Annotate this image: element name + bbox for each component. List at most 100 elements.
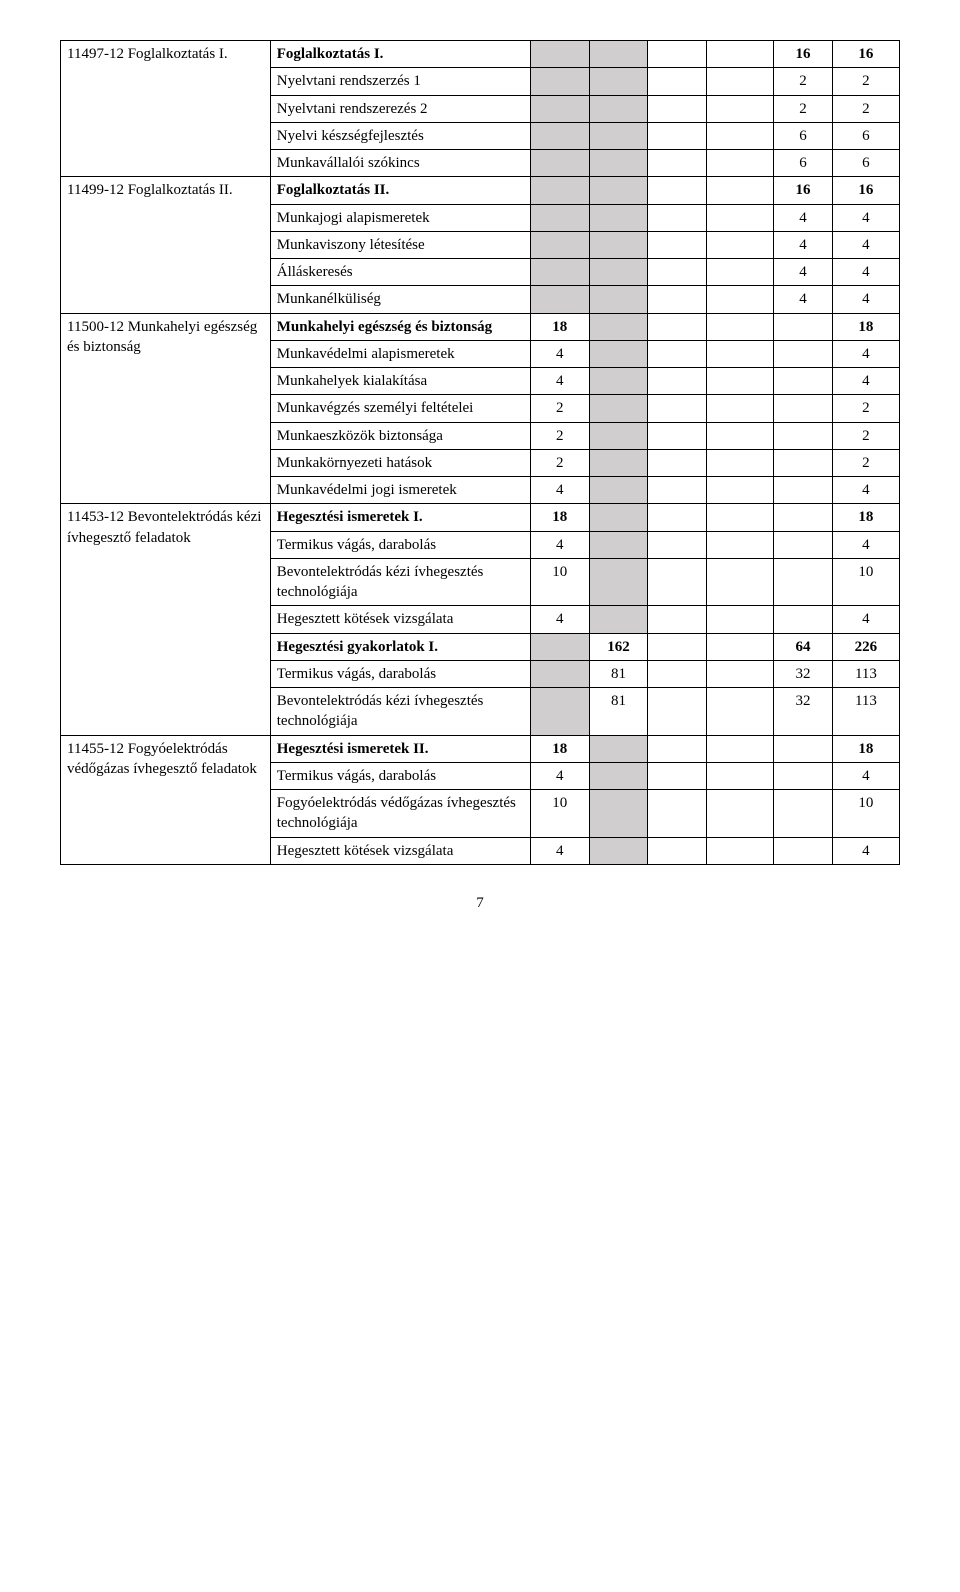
cell (707, 41, 774, 68)
cell (589, 790, 648, 838)
table-row: 11500-12 Munkahelyi egészség és biztonsá… (61, 313, 900, 340)
cell (774, 449, 833, 476)
cell (530, 688, 589, 736)
cell: 113 (832, 688, 899, 736)
cell: 4 (832, 837, 899, 864)
row-label: Termikus vágás, darabolás (270, 531, 530, 558)
cell (589, 68, 648, 95)
cell (707, 231, 774, 258)
cell (707, 837, 774, 864)
cell: 4 (832, 762, 899, 789)
cell: 16 (774, 41, 833, 68)
cell: 4 (832, 231, 899, 258)
cell: 4 (832, 340, 899, 367)
row-label: Bevontelektródás kézi ívhegesztés techno… (270, 558, 530, 606)
cell (648, 286, 707, 313)
row-label: Munkavédelmi alapismeretek (270, 340, 530, 367)
cell: 4 (774, 259, 833, 286)
cell (774, 762, 833, 789)
cell: 18 (530, 313, 589, 340)
cell: 4 (774, 231, 833, 258)
cell (707, 368, 774, 395)
cell (589, 837, 648, 864)
module-cell: 11499-12 Foglalkoztatás II. (61, 177, 271, 313)
cell (530, 41, 589, 68)
cell (707, 633, 774, 660)
cell: 4 (832, 477, 899, 504)
row-label: Munkajogi alapismeretek (270, 204, 530, 231)
cell (589, 95, 648, 122)
cell (530, 68, 589, 95)
row-label: Hegesztési ismeretek II. (270, 735, 530, 762)
cell (707, 150, 774, 177)
cell: 4 (774, 286, 833, 313)
cell: 2 (832, 395, 899, 422)
table-row: 11453-12 Bevontelektródás kézi ívhegeszt… (61, 504, 900, 531)
cell (589, 762, 648, 789)
cell (648, 204, 707, 231)
cell (774, 368, 833, 395)
cell: 4 (832, 531, 899, 558)
cell (648, 422, 707, 449)
row-label: Foglalkoztatás II. (270, 177, 530, 204)
cell (648, 177, 707, 204)
row-label: Bevontelektródás kézi ívhegesztés techno… (270, 688, 530, 736)
cell (648, 395, 707, 422)
row-label: Munkaeszközök biztonsága (270, 422, 530, 449)
cell (589, 531, 648, 558)
cell: 10 (832, 558, 899, 606)
cell: 4 (832, 606, 899, 633)
cell: 2 (832, 422, 899, 449)
cell: 2 (530, 395, 589, 422)
cell (648, 340, 707, 367)
cell: 2 (832, 68, 899, 95)
cell (774, 340, 833, 367)
cell (707, 606, 774, 633)
row-label: Munkaviszony létesítése (270, 231, 530, 258)
cell: 10 (530, 790, 589, 838)
cell: 18 (832, 735, 899, 762)
cell (648, 313, 707, 340)
cell: 4 (530, 606, 589, 633)
cell (774, 735, 833, 762)
cell: 16 (832, 177, 899, 204)
cell (707, 762, 774, 789)
cell: 64 (774, 633, 833, 660)
cell (707, 204, 774, 231)
cell (589, 259, 648, 286)
row-label: Termikus vágás, darabolás (270, 660, 530, 687)
cell: 4 (530, 837, 589, 864)
cell: 6 (832, 150, 899, 177)
cell (774, 477, 833, 504)
cell (589, 340, 648, 367)
cell (774, 313, 833, 340)
cell: 6 (774, 150, 833, 177)
cell (707, 790, 774, 838)
cell: 4 (530, 531, 589, 558)
cell (707, 395, 774, 422)
cell (648, 633, 707, 660)
cell (530, 177, 589, 204)
cell (707, 558, 774, 606)
cell (707, 660, 774, 687)
row-label: Hegesztési gyakorlatok I. (270, 633, 530, 660)
cell (530, 204, 589, 231)
cell (589, 204, 648, 231)
cell: 2 (530, 422, 589, 449)
cell (589, 395, 648, 422)
cell (589, 449, 648, 476)
cell (589, 177, 648, 204)
cell (707, 340, 774, 367)
cell (648, 259, 707, 286)
module-cell: 11500-12 Munkahelyi egészség és biztonsá… (61, 313, 271, 504)
row-label: Álláskeresés (270, 259, 530, 286)
row-label: Munkakörnyezeti hatások (270, 449, 530, 476)
cell: 4 (530, 368, 589, 395)
page-number: 7 (60, 895, 900, 912)
row-label: Munkavégzés személyi feltételei (270, 395, 530, 422)
cell (589, 313, 648, 340)
row-label: Foglalkoztatás I. (270, 41, 530, 68)
row-label: Munkavállalói szókincs (270, 150, 530, 177)
cell (774, 531, 833, 558)
cell (774, 837, 833, 864)
